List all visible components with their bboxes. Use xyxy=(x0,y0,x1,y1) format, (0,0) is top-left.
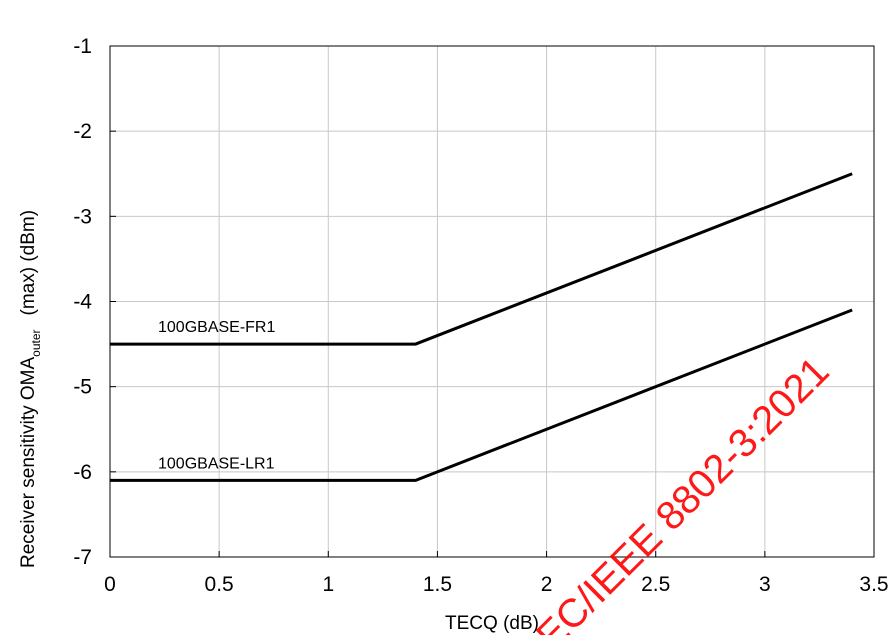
y-axis-title-main: Receiver sensitivity OMA xyxy=(18,357,39,568)
series-label: 100GBASE-LR1 xyxy=(158,455,275,472)
x-axis-title: TECQ (dB) xyxy=(445,613,539,634)
y-tick-label: -6 xyxy=(73,461,92,484)
y-tick-label: -2 xyxy=(73,120,92,143)
x-tick-labels: 0 0.5 1 1.5 2 2.5 3 3.5 xyxy=(104,573,888,596)
series-lines xyxy=(110,172,853,482)
series-label: 100GBASE-FR1 xyxy=(158,319,275,336)
y-tick-label: -3 xyxy=(73,205,92,228)
x-tick-label: 0.5 xyxy=(205,573,234,596)
y-axis-title-subscript: outer xyxy=(29,329,43,356)
x-tick-label: 2 xyxy=(541,573,553,596)
x-tick-label: 2.5 xyxy=(641,573,670,596)
x-tick-label: 1.5 xyxy=(423,573,452,596)
y-tick-label: -5 xyxy=(73,376,92,399)
series-line xyxy=(110,172,853,346)
x-tick-label: 3 xyxy=(759,573,771,596)
y-axis-title-suffix: (max) (dBm) xyxy=(18,210,39,316)
watermark: IEC/IEEE 8802-3:2021 xyxy=(520,349,837,635)
x-tick-label: 1 xyxy=(322,573,334,596)
series-line xyxy=(110,308,853,482)
axis-ticks xyxy=(109,45,875,558)
y-tick-label: -4 xyxy=(73,291,92,314)
y-tick-label: -7 xyxy=(73,546,92,569)
series-labels: 100GBASE-FR1 100GBASE-LR1 xyxy=(158,319,275,472)
y-tick-label: -1 xyxy=(73,35,92,58)
y-tick-labels: -7 -6 -5 -4 -3 -2 -1 xyxy=(73,35,92,569)
y-axis-title: Receiver sensitivity OMAouter (max) (dBm) xyxy=(18,210,43,568)
x-tick-label: 0 xyxy=(104,573,116,596)
x-tick-label: 3.5 xyxy=(859,573,888,596)
